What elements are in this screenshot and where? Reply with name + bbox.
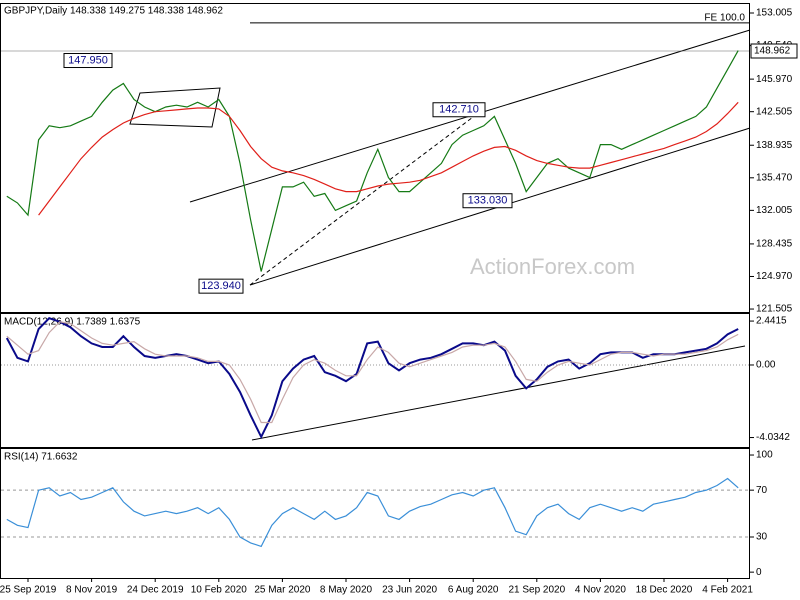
y-tick-label: 70 bbox=[756, 485, 768, 496]
y-tick-label: 142.505 bbox=[756, 106, 793, 117]
x-tick-label: 21 Sep 2020 bbox=[508, 585, 565, 596]
y-tick-label: 132.005 bbox=[756, 205, 793, 216]
annotation-label: 133.030 bbox=[468, 195, 508, 207]
x-tick-label: 18 Dec 2020 bbox=[636, 585, 693, 596]
y-tick-label: -4.0342 bbox=[756, 432, 790, 443]
flag-box bbox=[129, 87, 221, 128]
series-line bbox=[6, 321, 739, 424]
x-tick-label: 25 Mar 2020 bbox=[254, 585, 311, 596]
y-tick-label: 30 bbox=[756, 532, 768, 543]
y-tick-label: 100 bbox=[756, 450, 773, 461]
annotation-box bbox=[198, 278, 244, 294]
x-tick-label: 8 May 2020 bbox=[320, 585, 373, 596]
projection bbox=[249, 107, 486, 286]
y-tick-label: 124.970 bbox=[756, 271, 793, 282]
macd-panel bbox=[0, 313, 750, 448]
y-tick-label: 128.435 bbox=[756, 239, 793, 250]
series-line bbox=[38, 101, 739, 216]
x-tick-label: 4 Nov 2020 bbox=[575, 585, 627, 596]
x-tick-label: 24 Dec 2019 bbox=[127, 585, 184, 596]
x-tick-label: 23 Jun 2020 bbox=[382, 585, 437, 596]
y-tick-label: 121.505 bbox=[756, 304, 793, 315]
fe-label: FE 100.0 bbox=[704, 13, 745, 24]
annotation-box bbox=[432, 102, 486, 118]
y-tick-label: 153.005 bbox=[756, 8, 793, 19]
rsi-title: RSI(14) 71.6632 bbox=[4, 452, 78, 463]
x-tick-label: 4 Feb 2021 bbox=[702, 585, 753, 596]
x-tick-label: 10 Feb 2020 bbox=[191, 585, 248, 596]
annotation-box bbox=[63, 53, 113, 69]
series-line bbox=[5, 317, 739, 440]
annotation-label: 123.940 bbox=[201, 280, 241, 292]
watermark: ActionForex.com bbox=[470, 254, 635, 279]
annotation-box bbox=[462, 193, 513, 209]
x-tick-label: 8 Nov 2019 bbox=[66, 585, 118, 596]
x-tick-label: 6 Aug 2020 bbox=[448, 585, 499, 596]
x-tick-label: 25 Sep 2019 bbox=[0, 585, 57, 596]
y-tick-label: 145.970 bbox=[756, 74, 793, 85]
y-tick-label: 2.4415 bbox=[756, 316, 787, 327]
rsi-panel bbox=[0, 448, 750, 579]
y-tick-label: 138.935 bbox=[756, 140, 793, 151]
series-line bbox=[6, 50, 739, 272]
y-tick-label: 0.00 bbox=[756, 360, 776, 371]
y-tick-label: 135.470 bbox=[756, 172, 793, 183]
y-tick-label: 0 bbox=[756, 567, 762, 578]
macd-trend bbox=[251, 345, 746, 441]
price-title: GBPJPY,Daily 148.338 149.275 148.338 148… bbox=[4, 6, 223, 17]
series-line bbox=[6, 477, 739, 548]
last-price-box bbox=[750, 43, 798, 59]
last-price-label: 148.962 bbox=[754, 46, 791, 57]
annotation-label: 142.710 bbox=[439, 104, 479, 116]
price-panel bbox=[0, 3, 750, 313]
macd-title: MACD(12,26,9) 1.7389 1.6375 bbox=[4, 317, 141, 328]
annotation-label: 147.950 bbox=[68, 54, 108, 66]
